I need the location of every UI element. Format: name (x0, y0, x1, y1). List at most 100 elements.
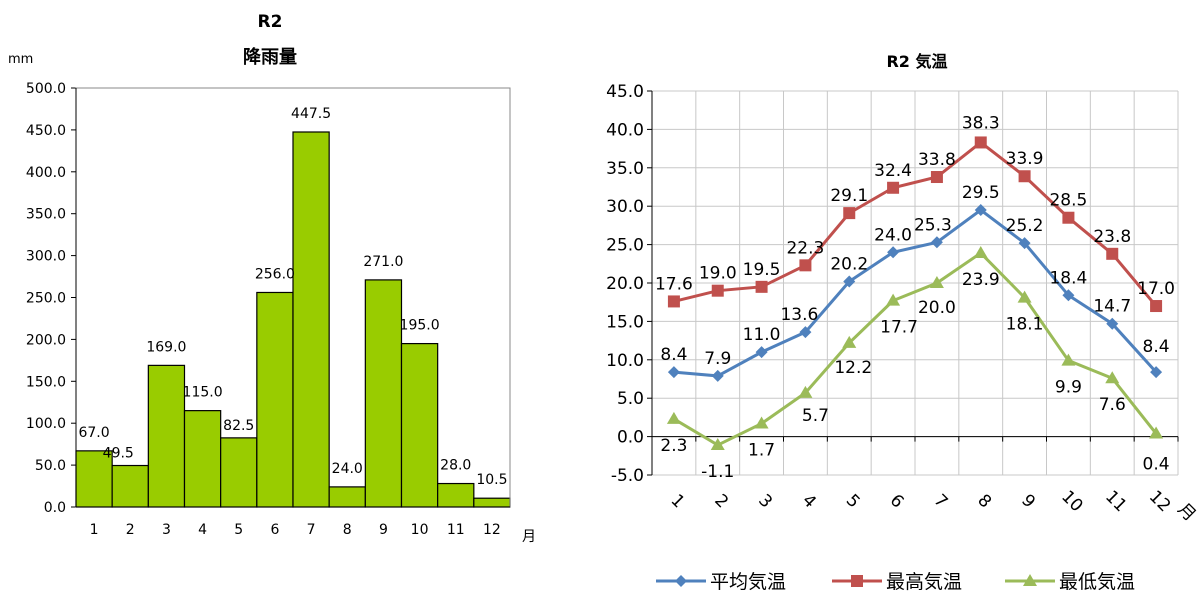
rain-data-label: 24.0 (332, 461, 363, 477)
rain-bar (292, 131, 330, 508)
temp-point-diamond (675, 575, 687, 587)
rain-x-tick-label: 8 (343, 522, 352, 538)
temp-x-tick-label: 9 (1017, 491, 1039, 513)
temp-data-label: 22.3 (786, 238, 824, 258)
temp-y-tick-label: 10.0 (606, 351, 644, 371)
temp-data-label: 7.6 (1099, 395, 1126, 415)
temp-y-tick-label: 45.0 (606, 82, 644, 102)
rain-data-label: 67.0 (78, 425, 109, 441)
temp-data-label: 23.9 (962, 270, 1000, 290)
temp-point-square (755, 280, 768, 293)
temp-point-square (1106, 247, 1119, 260)
temp-x-tick-label: 2 (710, 491, 732, 513)
temp-point-square (843, 207, 856, 220)
temp-y-tick-label: -5.0 (611, 466, 644, 486)
temp-data-label: 14.7 (1093, 297, 1131, 317)
temp-data-label: 18.4 (1049, 268, 1087, 288)
temp-x-tick-label: 4 (798, 491, 820, 513)
temp-data-label: 17.7 (880, 318, 918, 338)
temp-x-tick-label: 1 (667, 491, 689, 513)
temp-point-square (974, 136, 987, 149)
temp-series-line (673, 251, 1158, 447)
rain-x-tick-label: 5 (234, 522, 243, 538)
temp-x-tick-label: 8 (973, 491, 995, 513)
rain-data-label: 82.5 (223, 418, 254, 434)
rain-x-tick-label: 3 (162, 522, 171, 538)
rain-x-tick-label: 11 (447, 522, 465, 538)
temp-point-triangle (1017, 290, 1032, 303)
rain-x-tick-label: 10 (411, 522, 429, 538)
temp-series-line (673, 140, 1158, 308)
rain-x-tick-label: 9 (379, 522, 388, 538)
temp-x-tick-label: 5 (842, 491, 864, 513)
temp-y-tick-label: 0.0 (617, 428, 644, 448)
temp-point-diamond (799, 326, 812, 339)
temp-data-label: 20.2 (830, 254, 868, 274)
temp-point-diamond (887, 246, 900, 259)
temp-x-tick-label: 6 (886, 491, 908, 513)
rain-y-tick-label: 150.0 (26, 374, 66, 390)
rain-y-tick-label: 250.0 (26, 291, 66, 307)
temp-y-tick-label: 5.0 (617, 389, 644, 409)
temp-point-triangle (666, 411, 681, 424)
temp-x-unit: 月 (1173, 499, 1199, 525)
temp-point-diamond (974, 204, 987, 217)
temp-point-diamond (667, 366, 680, 379)
temp-series-line (673, 208, 1158, 378)
temp-x-tick-label: 7 (930, 491, 952, 513)
rain-bar (183, 410, 222, 508)
temp-point-diamond (930, 236, 943, 249)
temp-data-label: 11.0 (743, 325, 781, 345)
temp-data-label: 32.4 (874, 161, 912, 181)
legend-label: 最低気温 (1059, 571, 1135, 593)
temp-y-tick-label: 25.0 (606, 236, 644, 256)
temp-data-label: 18.1 (1006, 315, 1044, 335)
rain-y-tick-label: 500.0 (26, 81, 66, 97)
temp-data-label: 0.4 (1143, 455, 1170, 475)
temp-point-square (1062, 211, 1075, 224)
temp-point-triangle (1105, 371, 1120, 384)
temp-y-tick-label: 15.0 (606, 312, 644, 332)
temp-data-label: 5.7 (802, 406, 829, 426)
temp-point-square (667, 295, 680, 308)
temp-data-label: 9.9 (1055, 378, 1082, 398)
temp-data-label: 1.7 (748, 441, 775, 461)
rain-y-tick-label: 50.0 (35, 458, 66, 474)
temp-x-tick-label: 3 (754, 491, 776, 513)
temp-point-triangle (798, 385, 813, 398)
temp-data-label: 19.5 (743, 260, 781, 280)
rain-x-unit: 月 (522, 529, 536, 545)
temp-data-label: 19.0 (699, 264, 737, 284)
legend-label: 最高気温 (886, 571, 962, 593)
rain-bar (147, 364, 186, 508)
temp-point-diamond (755, 346, 768, 359)
temp-point-triangle (842, 335, 857, 348)
rain-y-tick-label: 350.0 (26, 207, 66, 223)
temp-point-triangle (1149, 426, 1164, 439)
rain-data-label: 447.5 (291, 106, 331, 122)
temp-point-square (711, 284, 724, 297)
temp-data-label: 13.6 (780, 305, 818, 325)
rain-y-tick-label: 400.0 (26, 165, 66, 181)
temp-data-label: 17.6 (655, 274, 693, 294)
temp-point-square (851, 575, 863, 587)
temp-data-label: -1.1 (701, 462, 734, 482)
temp-point-triangle (929, 276, 944, 288)
rain-data-label: 169.0 (146, 339, 186, 355)
rain-y-tick-label: 450.0 (26, 123, 66, 139)
rain-data-label: 256.0 (255, 266, 295, 282)
rain-x-tick-label: 12 (483, 522, 501, 538)
temp-data-label: 28.5 (1049, 191, 1087, 211)
rain-title-line1: R2 (258, 12, 283, 32)
rain-x-tick-label: 2 (126, 522, 135, 538)
temp-point-triangle (1023, 574, 1037, 586)
temp-y-tick-label: 40.0 (606, 120, 644, 140)
rain-y-unit: mm (8, 52, 33, 67)
temp-data-label: 8.4 (1143, 337, 1170, 357)
rain-data-label: 115.0 (183, 385, 223, 401)
temp-point-triangle (710, 438, 725, 451)
temp-data-label: 12.2 (834, 358, 872, 378)
temp-point-triangle (754, 416, 769, 429)
temp-data-label: 7.9 (704, 349, 731, 369)
